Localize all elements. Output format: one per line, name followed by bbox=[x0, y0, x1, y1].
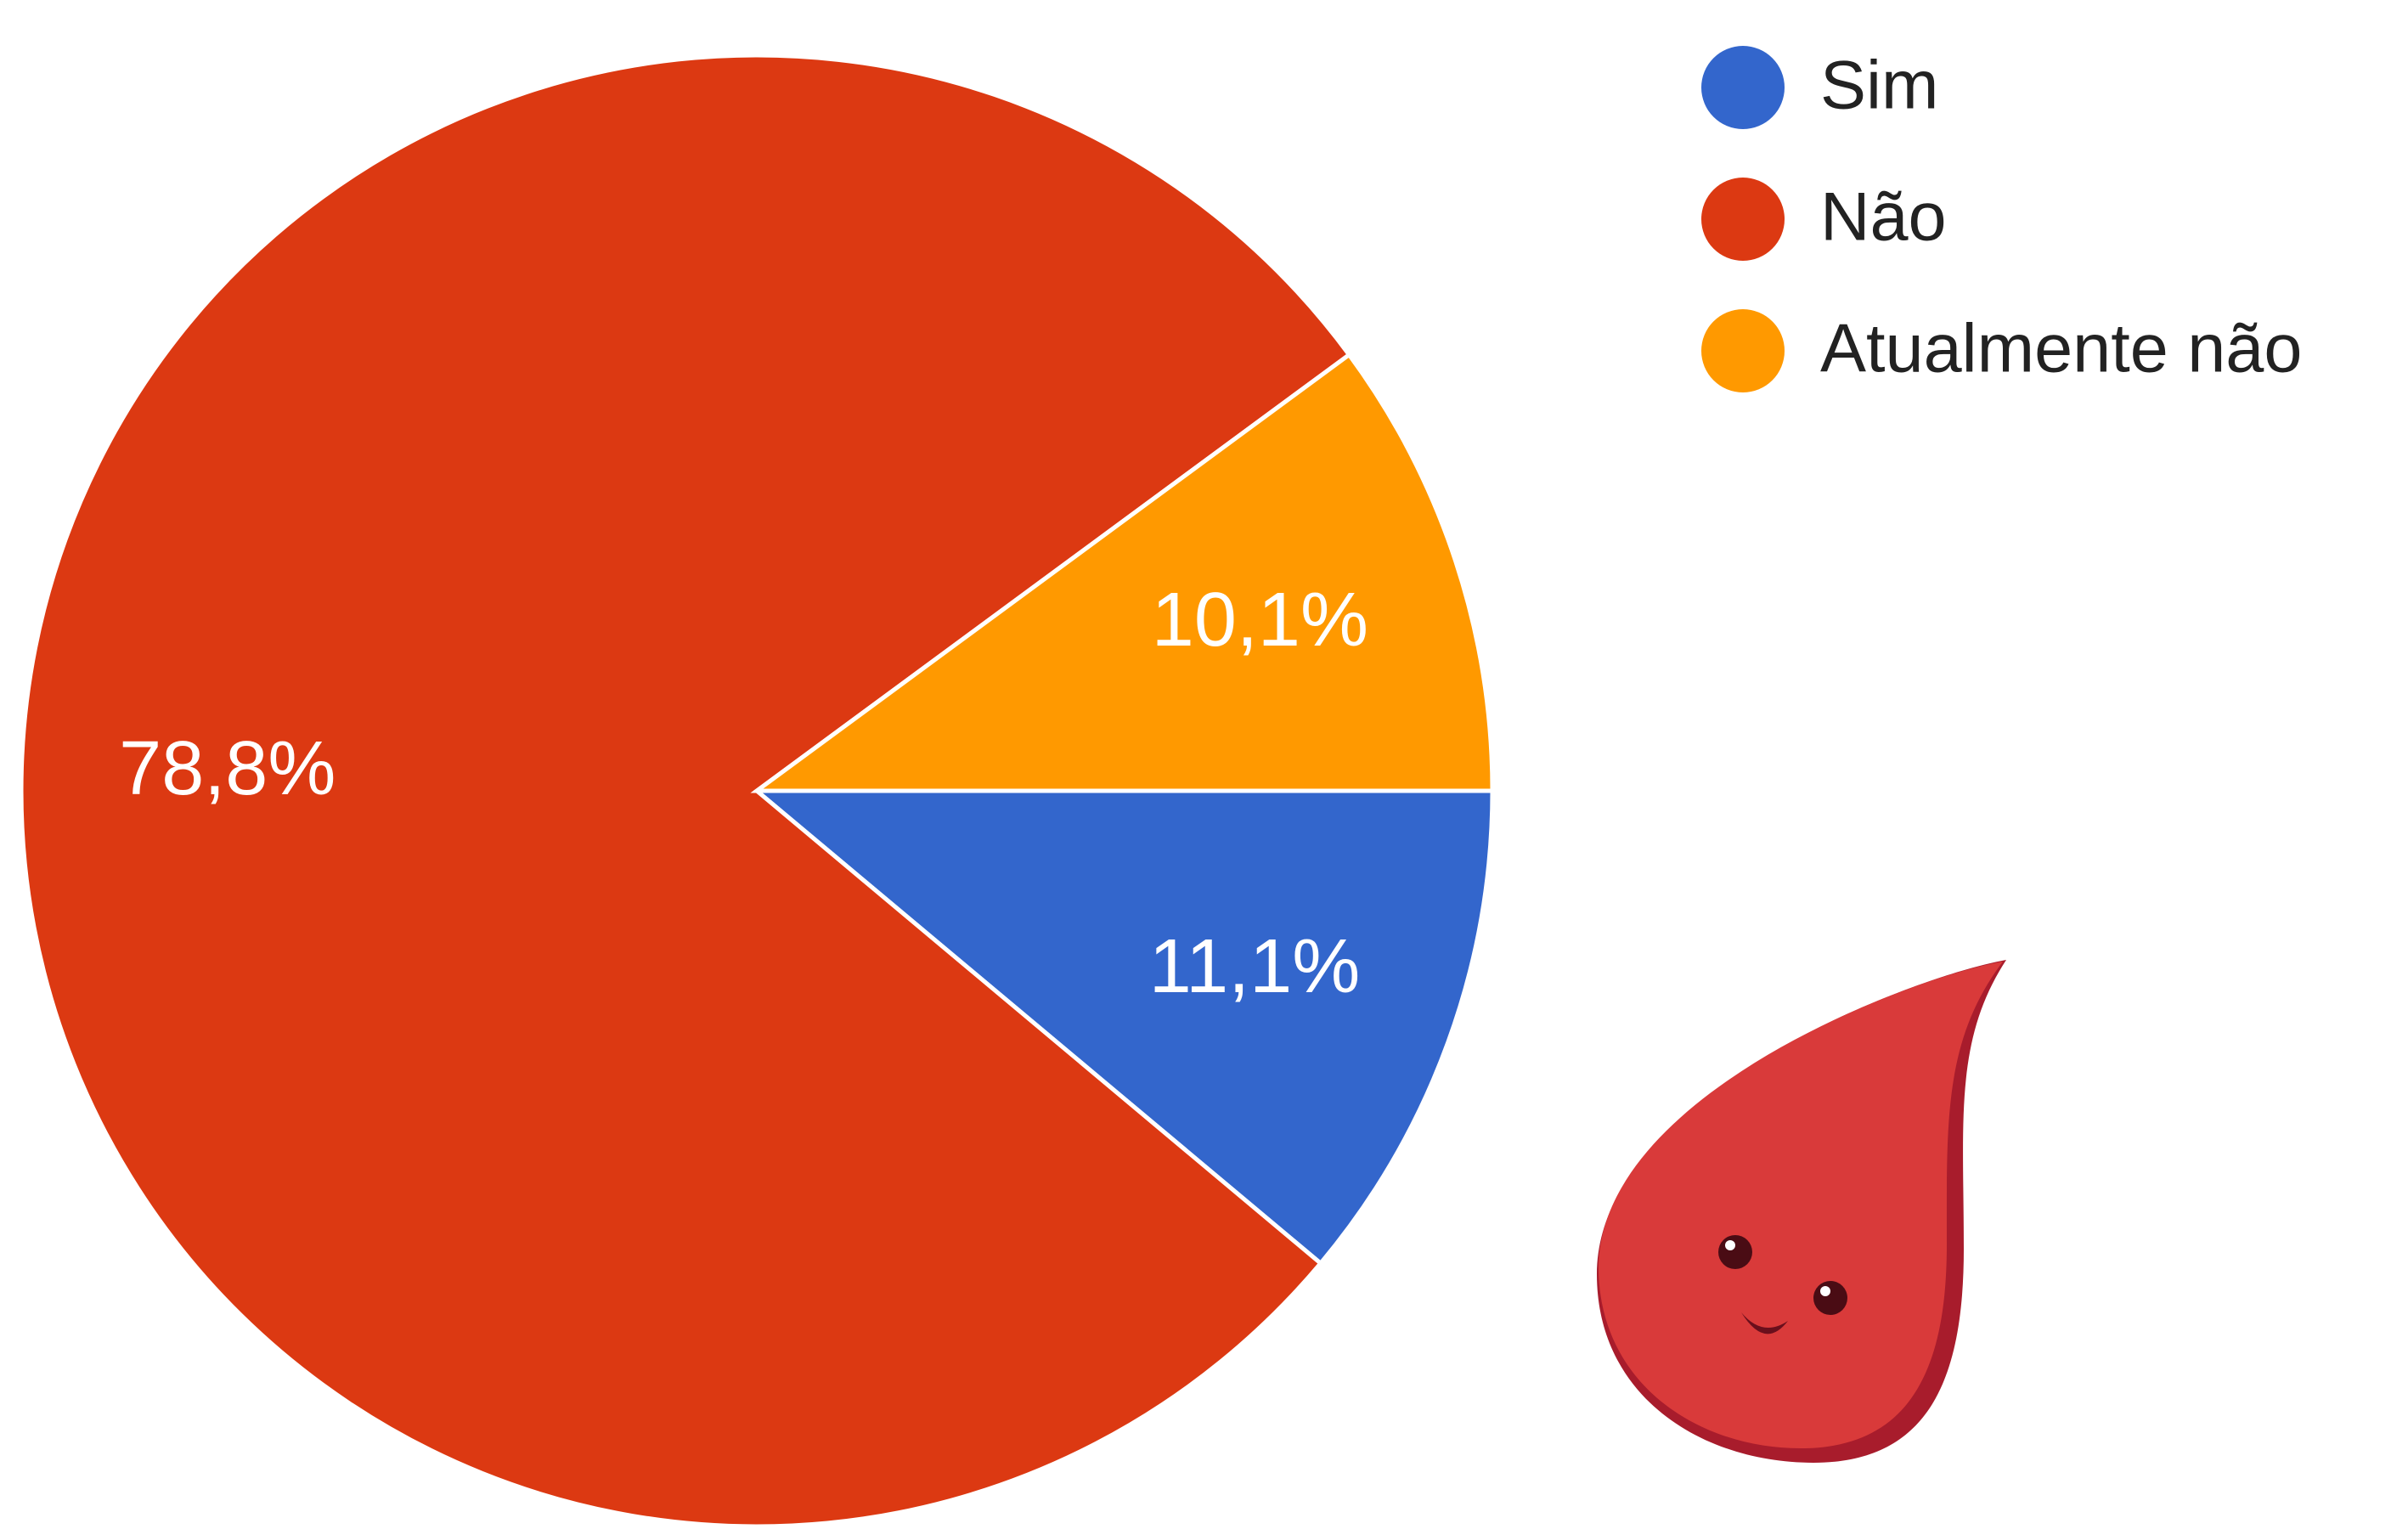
legend-text: Atualmente não bbox=[1820, 310, 2302, 386]
pie-slice bbox=[750, 352, 1495, 793]
slice-label: 10,1% bbox=[1152, 578, 1368, 663]
pie-slice bbox=[19, 53, 1352, 1529]
mouth bbox=[1741, 1312, 1788, 1334]
blood-drop-decoration bbox=[1597, 960, 2006, 1463]
drop-body bbox=[1598, 962, 2003, 1448]
legend-text: Sim bbox=[1820, 47, 1939, 123]
slice-label: 11,1% bbox=[1149, 924, 1361, 1009]
legend-marker bbox=[1701, 309, 1785, 392]
legend-marker bbox=[1701, 46, 1785, 129]
legend-marker bbox=[1701, 178, 1785, 261]
eye bbox=[1813, 1281, 1847, 1315]
eye bbox=[1718, 1235, 1752, 1269]
legend-text: Não bbox=[1820, 178, 1947, 255]
eye-shine bbox=[1820, 1286, 1830, 1296]
pie-slice bbox=[751, 788, 1495, 1267]
slice-label: 78,8% bbox=[119, 726, 336, 811]
eye-shine bbox=[1725, 1240, 1735, 1250]
